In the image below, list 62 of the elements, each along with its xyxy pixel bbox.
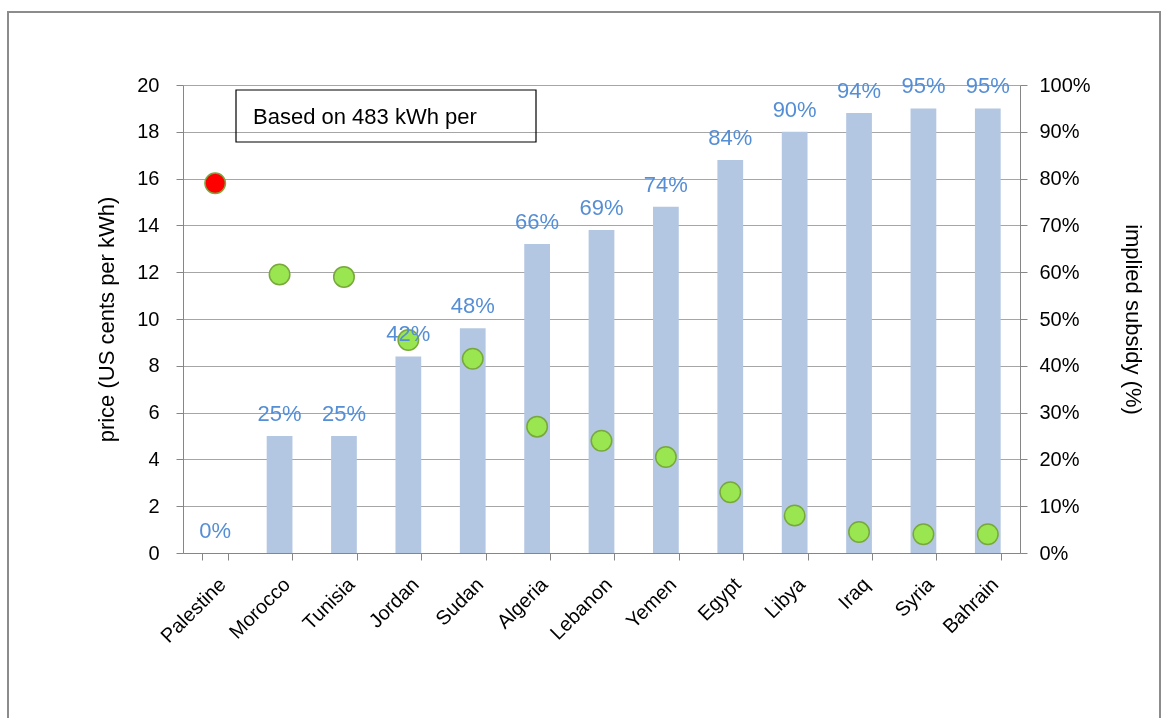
point	[848, 520, 871, 543]
data-label: 25%	[321, 401, 366, 426]
data-label: 94%	[837, 78, 882, 104]
y2-tick-label: 50%	[1039, 307, 1080, 330]
data-label: 84%	[708, 124, 753, 150]
y-tick-label: 16	[137, 167, 160, 190]
data-label: 0%	[199, 518, 232, 543]
y2-axis-title: implied subsidy (%)	[1120, 224, 1146, 415]
point	[332, 265, 355, 288]
y2-tick-label: 60%	[1039, 260, 1080, 283]
bar	[331, 436, 357, 553]
y-axis-title: price (US cents per kWh)	[94, 196, 120, 443]
point	[719, 481, 742, 504]
point	[654, 446, 677, 469]
y-tick-label: 12	[137, 260, 160, 283]
y-tick-label: 6	[148, 401, 160, 424]
point	[590, 429, 613, 452]
point	[461, 347, 484, 370]
y-tick-label: 20	[137, 73, 160, 96]
bar	[395, 356, 422, 553]
bar	[910, 108, 937, 553]
data-label: 95%	[965, 73, 1010, 99]
y2-tick-label: 20%	[1039, 447, 1080, 470]
data-label: 90%	[772, 96, 817, 122]
bar	[717, 159, 744, 553]
bar	[653, 206, 679, 553]
bar	[974, 108, 1001, 553]
y-tick-label: 18	[137, 120, 160, 143]
bar	[588, 230, 615, 553]
y-tick-label: 2	[148, 494, 160, 517]
y2-tick-label: 10%	[1039, 494, 1080, 517]
x-tick-label: Iraq	[833, 573, 874, 614]
y-tick-label: 8	[148, 354, 160, 377]
data-label: 66%	[515, 209, 560, 235]
y2-tick-label: 40%	[1039, 354, 1080, 377]
data-label: 95%	[901, 73, 946, 99]
data-label: 74%	[643, 171, 688, 197]
data-label: 48%	[450, 293, 495, 319]
y-tick-label: 10	[137, 307, 160, 330]
point	[526, 415, 549, 438]
point	[268, 263, 291, 286]
y2-tick-label: 70%	[1039, 213, 1080, 236]
point	[976, 523, 999, 546]
data-label: 25%	[257, 401, 302, 426]
annotation: Based on 483 kWh per	[253, 104, 477, 129]
bar	[266, 436, 293, 553]
y2-tick-label: 100%	[1039, 73, 1091, 96]
y2-tick-label: 90%	[1039, 120, 1080, 143]
y-tick-label: 0	[148, 541, 160, 564]
bar	[781, 131, 808, 553]
y-tick-label: 14	[137, 213, 160, 236]
point	[204, 172, 227, 195]
bar	[459, 328, 486, 553]
bar	[846, 113, 872, 553]
data-label: 69%	[579, 195, 624, 221]
y2-tick-label: 80%	[1039, 167, 1080, 190]
point	[912, 523, 935, 546]
point	[783, 504, 806, 527]
y2-tick-label: 30%	[1039, 401, 1080, 424]
y2-tick-label: 0%	[1039, 541, 1069, 564]
y-tick-label: 4	[148, 447, 160, 470]
bar	[524, 244, 550, 553]
